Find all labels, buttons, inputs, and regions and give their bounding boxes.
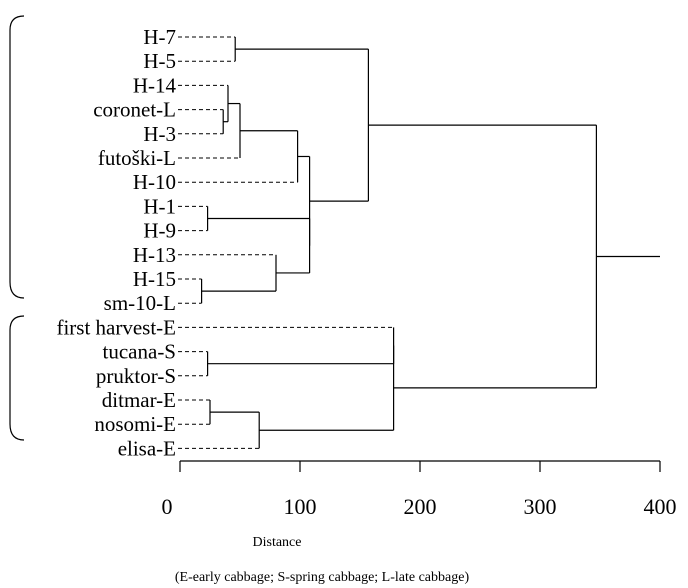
leaf-label-tucana-s: tucana-S: [103, 340, 176, 364]
x-tick-label-0: 0: [162, 494, 173, 519]
legend-note: (E-early cabbage; S-spring cabbage; L-la…: [175, 570, 470, 585]
leaf-label-pruktor-s: pruktor-S: [96, 364, 176, 388]
group-brace-late: [9, 15, 25, 299]
leaf-label-ditmar-e: ditmar-E: [102, 388, 176, 412]
leaf-label-h-5: H-5: [143, 49, 176, 73]
leaf-label-h-10: H-10: [133, 170, 176, 194]
leaf-label-nosomi-e: nosomi-E: [94, 412, 176, 436]
leaf-label-h-1: H-1: [143, 194, 176, 218]
leaf-label-h-7: H-7: [143, 25, 176, 49]
dendrogram-branches: [201, 37, 660, 449]
x-tick-label-100: 100: [284, 494, 317, 519]
group-brace-early: [9, 315, 25, 441]
leaf-label-sm-10-l: sm-10-L: [104, 291, 176, 315]
leaf-lines: [178, 36, 394, 449]
leaf-label-h-13: H-13: [133, 243, 176, 267]
leaf-label-h-9: H-9: [143, 219, 176, 243]
x-tick-label-400: 400: [644, 494, 677, 519]
leaf-label-elisa-e: elisa-E: [118, 436, 176, 460]
leaf-label-h-15: H-15: [133, 267, 176, 291]
leaf-label-first-harvest-e: first harvest-E: [56, 315, 176, 339]
leaf-label-futo-ki-l: futoški-L: [98, 146, 176, 170]
x-tick-label-300: 300: [524, 494, 557, 519]
x-axis-ticks: 0 100 200 300 400: [162, 461, 677, 519]
leaf-label-coronet-l: coronet-L: [93, 98, 176, 122]
leaf-label-h-14: H-14: [133, 73, 177, 97]
leaf-labels: H-7H-5H-14coronet-LH-3futoški-LH-10H-1H-…: [56, 25, 176, 460]
x-axis-title: Distance: [253, 535, 302, 550]
x-tick-label-200: 200: [404, 494, 437, 519]
leaf-label-h-3: H-3: [143, 122, 176, 146]
